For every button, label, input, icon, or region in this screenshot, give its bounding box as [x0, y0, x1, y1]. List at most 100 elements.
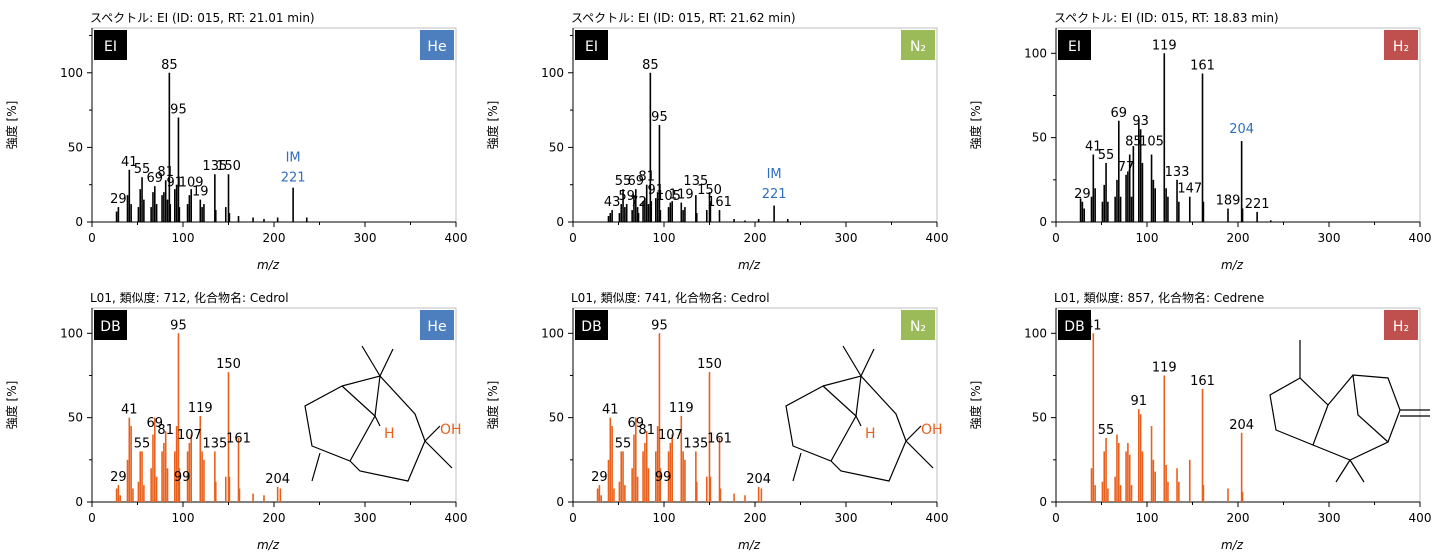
x-tick-label: 400 [445, 511, 468, 525]
mode-badge-label: EI [585, 39, 598, 55]
y-tick-label: 50 [1032, 411, 1047, 425]
peak-label: 204 [1229, 418, 1254, 433]
gas-badge-label: He [427, 39, 446, 55]
x-tick-label: 400 [1409, 511, 1432, 525]
hydroxyl-group-label: OH [921, 422, 943, 438]
cedrol-methyl-2 [379, 348, 394, 377]
gas-badge [901, 310, 935, 340]
peak-label: 55 [134, 162, 151, 177]
mode-badge-label: EI [1068, 39, 1081, 55]
cedrol-methyl-3 [905, 440, 934, 469]
peak-label: 69 [628, 174, 645, 189]
peak-label: 119 [669, 188, 694, 203]
x-tick-label: 400 [1409, 231, 1432, 245]
peak-label: 55 [1098, 423, 1115, 438]
peak-label: 55 [1098, 148, 1115, 163]
peak-label: 150 [697, 357, 722, 372]
peak-label: 135 [683, 174, 708, 189]
peak-label: 69 [147, 171, 164, 186]
peak-label: 204 [265, 472, 290, 487]
cedrene-ring-b [1312, 374, 1401, 461]
mode-badge-label: DB [1064, 319, 1084, 335]
y-tick-label: 0 [1039, 215, 1047, 229]
gas-badge-label: He [427, 319, 446, 335]
cedrene-methyl-2 [1335, 459, 1351, 483]
peak-label: 109 [179, 176, 204, 191]
cedrene-structure [1269, 340, 1430, 483]
peak-label: 107 [177, 428, 202, 443]
peak-label: 91 [1131, 394, 1148, 409]
mode-badge [575, 310, 608, 340]
cedrene-ring-a [1269, 377, 1329, 446]
chart-panel-3: スペクトル: EI (ID: 015, RT: 18.83 min) 0 100 20… [968, 11, 1431, 272]
y-tick-label: 0 [75, 495, 83, 509]
x-tick-label: 300 [1318, 231, 1341, 245]
peak-label: 119 [1152, 360, 1177, 375]
y-tick-label: 100 [541, 66, 564, 80]
y-tick-label: 0 [556, 215, 564, 229]
x-tick-label: 100 [172, 231, 195, 245]
chart-title: L01, 類似度: 712, 化合物名: Cedrol [90, 290, 289, 305]
cedrol-methyl-4 [311, 452, 321, 482]
peak-label: 147 [1177, 182, 1202, 197]
hydrogen-atom-label: H [384, 426, 395, 442]
peak-label: 85 [161, 58, 178, 73]
cedrol-ring-a [785, 385, 857, 462]
x-tick-label: 0 [88, 511, 96, 525]
peak-label: 29 [110, 470, 127, 485]
plot-frame [91, 27, 457, 223]
cedrol-methyl-1 [361, 345, 381, 377]
cedrol-ring-a [304, 385, 376, 462]
gas-badge [420, 30, 454, 60]
x-axis-label: m/z [257, 258, 280, 272]
gas-badge [1384, 30, 1418, 60]
peak-label: 95 [651, 318, 668, 333]
x-axis-label: m/z [257, 538, 280, 552]
peak-label: 91 [648, 183, 665, 198]
x-tick-label: 0 [569, 231, 577, 245]
y-axis-label: 強度 [%] [4, 381, 19, 430]
x-tick-label: 100 [1136, 511, 1159, 525]
gas-badge-label: H₂ [1393, 39, 1409, 55]
y-tick-label: 100 [60, 326, 83, 340]
mode-badge [94, 310, 127, 340]
peak-label: 81 [638, 423, 655, 438]
y-axis-label: 強度 [%] [485, 381, 500, 430]
peak-label: 77 [1118, 160, 1135, 175]
x-tick-label: 300 [835, 511, 858, 525]
mode-badge [94, 30, 127, 60]
peak-label: 81 [157, 165, 174, 180]
peak-label: 72 [630, 195, 647, 210]
chart-panel-1: スペクトル: EI (ID: 015, RT: 21.01 min) 0 100 20… [4, 11, 467, 272]
y-tick-label: 0 [75, 215, 83, 229]
peak-label: 19 [192, 185, 209, 200]
chart-panel-6: L01, 類似度: 857, 化合物名: Cedrene 0 100 200 300 40… [968, 290, 1431, 552]
peak-label: 69 [1111, 106, 1128, 121]
cedrol-methyl-1 [842, 345, 862, 377]
im-label: IM [286, 151, 301, 166]
y-tick-label: 50 [549, 140, 564, 154]
x-tick-label: 400 [445, 231, 468, 245]
peak-label: 81 [638, 170, 655, 185]
x-tick-label: 200 [263, 231, 286, 245]
x-axis-label: m/z [738, 258, 761, 272]
y-tick-label: 50 [68, 140, 83, 154]
cedrol-methyl-3 [424, 440, 453, 469]
hydroxyl-group-label: OH [440, 422, 462, 438]
mode-badge-label: DB [100, 319, 120, 335]
y-tick-label: 100 [1024, 46, 1047, 60]
cedrol-bond [855, 375, 862, 417]
x-tick-label: 0 [88, 231, 96, 245]
peak-label: 189 [1216, 194, 1241, 209]
x-tick-label: 400 [926, 231, 949, 245]
y-tick-label: 100 [541, 326, 564, 340]
x-tick-label: 0 [1052, 231, 1060, 245]
x-tick-label: 200 [1227, 511, 1250, 525]
gas-badge-label: N₂ [910, 39, 926, 55]
peak-label: 91 [167, 176, 184, 191]
cedrol-h-bond [374, 415, 381, 427]
peak-label: 85 [642, 58, 659, 73]
plot-frame [1055, 307, 1421, 503]
peak-label: 41 [121, 403, 138, 418]
peak-label: 55 [615, 436, 632, 451]
